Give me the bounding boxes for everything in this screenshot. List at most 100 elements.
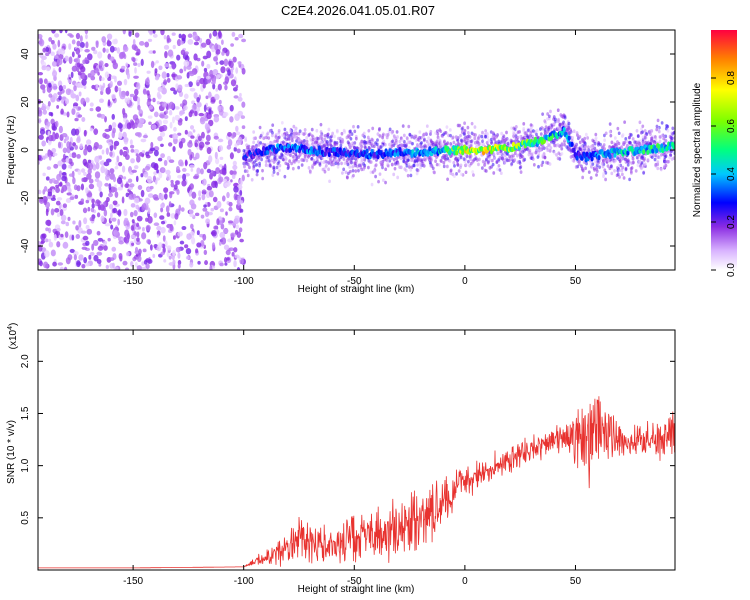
ridge-halo xyxy=(633,143,637,148)
noise-speckle xyxy=(147,207,151,215)
noise-speckle xyxy=(239,178,243,186)
noise-speckle xyxy=(191,191,197,199)
noise-speckle xyxy=(223,58,229,67)
noise-speckle xyxy=(154,179,158,185)
noise-speckle xyxy=(62,153,66,161)
colorbar-tick-label: 0.0 xyxy=(726,263,737,277)
ridge-halo xyxy=(630,166,634,170)
noise-speckle xyxy=(150,141,154,149)
noise-speckle xyxy=(189,183,194,190)
ridge-halo xyxy=(503,153,507,158)
noise-speckle xyxy=(39,78,43,85)
noise-speckle xyxy=(139,113,143,117)
ridge-halo xyxy=(375,142,379,147)
noise-speckle xyxy=(218,99,222,105)
ridge-halo xyxy=(390,130,394,135)
noise-speckle xyxy=(62,84,67,90)
snr-axes: -150 -100 -50 0 500.51.01.52.0 xyxy=(20,330,675,587)
ridge-halo xyxy=(372,144,376,149)
noise-speckle xyxy=(60,214,67,222)
noise-speckle xyxy=(103,161,110,167)
noise-speckle xyxy=(134,117,140,125)
noise-speckle xyxy=(96,230,101,236)
noise-speckle xyxy=(47,134,54,142)
noise-speckle xyxy=(99,75,102,82)
ridge-halo xyxy=(578,140,582,145)
ridge-cell xyxy=(655,147,659,154)
ridge-halo xyxy=(504,137,508,142)
noise-speckle xyxy=(89,107,94,112)
ridge-halo xyxy=(342,157,346,161)
ridge-halo xyxy=(314,143,317,147)
noise-speckle xyxy=(176,189,180,195)
ridge-halo xyxy=(289,153,292,158)
ridge-halo xyxy=(484,129,488,133)
noise-speckle xyxy=(58,85,63,92)
noise-speckle xyxy=(93,239,99,247)
noise-speckle xyxy=(70,71,74,79)
ridge-cell xyxy=(651,148,655,154)
noise-speckle xyxy=(222,228,229,234)
noise-speckle xyxy=(165,110,169,115)
noise-speckle xyxy=(157,135,163,142)
ridge-halo xyxy=(419,165,423,170)
noise-speckle xyxy=(173,184,178,190)
noise-speckle xyxy=(135,175,139,183)
noise-speckle xyxy=(71,234,75,241)
ridge-halo xyxy=(529,126,533,130)
noise-speckle xyxy=(88,162,94,171)
noise-speckle xyxy=(45,66,51,72)
noise-speckle xyxy=(211,265,216,269)
noise-speckle xyxy=(241,125,246,130)
noise-speckle xyxy=(112,176,117,183)
noise-speckle xyxy=(48,37,53,42)
noise-speckle xyxy=(86,173,92,180)
ridge-halo xyxy=(243,164,246,169)
ridge-halo xyxy=(287,165,290,169)
noise-speckle xyxy=(148,105,154,110)
noise-speckle xyxy=(71,39,76,45)
noise-speckle xyxy=(43,78,48,85)
noise-speckle xyxy=(186,233,192,240)
ridge-halo xyxy=(641,130,645,134)
noise-speckle xyxy=(171,62,176,70)
noise-speckle xyxy=(159,215,165,220)
noise-speckle xyxy=(101,77,105,81)
ridge-halo xyxy=(299,158,303,162)
ridge-halo xyxy=(252,136,256,141)
noise-speckle xyxy=(133,165,139,170)
ridge-halo xyxy=(252,140,256,145)
ridge-halo xyxy=(454,156,458,161)
noise-speckle xyxy=(148,50,155,54)
noise-speckle xyxy=(101,36,107,43)
noise-speckle xyxy=(113,143,117,150)
noise-speckle xyxy=(127,97,130,105)
noise-speckle xyxy=(93,254,99,262)
noise-speckle xyxy=(121,196,125,204)
noise-speckle xyxy=(112,38,117,45)
noise-speckle xyxy=(130,148,135,153)
ridge-halo xyxy=(315,128,319,133)
ridge-halo xyxy=(462,157,466,161)
noise-speckle xyxy=(84,57,88,63)
ridge-halo xyxy=(589,176,593,180)
ridge-halo xyxy=(584,132,588,137)
ridge-halo xyxy=(295,139,298,143)
ridge-halo xyxy=(383,142,387,147)
noise-speckle xyxy=(187,39,194,45)
ridge-halo xyxy=(417,157,420,162)
ridge-halo xyxy=(545,146,549,150)
ridge-halo xyxy=(505,130,508,135)
ridge-halo xyxy=(578,159,581,164)
ridge-cell xyxy=(572,147,576,153)
noise-speckle xyxy=(109,45,115,53)
ridge-halo xyxy=(501,156,505,161)
noise-speckle xyxy=(61,172,67,176)
ridge-halo xyxy=(327,141,331,145)
noise-speckle xyxy=(174,106,180,110)
noise-speckle xyxy=(134,261,138,268)
noise-speckle xyxy=(77,82,83,88)
noise-speckle xyxy=(227,138,233,147)
noise-speckle xyxy=(205,95,209,100)
ridge-halo xyxy=(264,160,268,164)
